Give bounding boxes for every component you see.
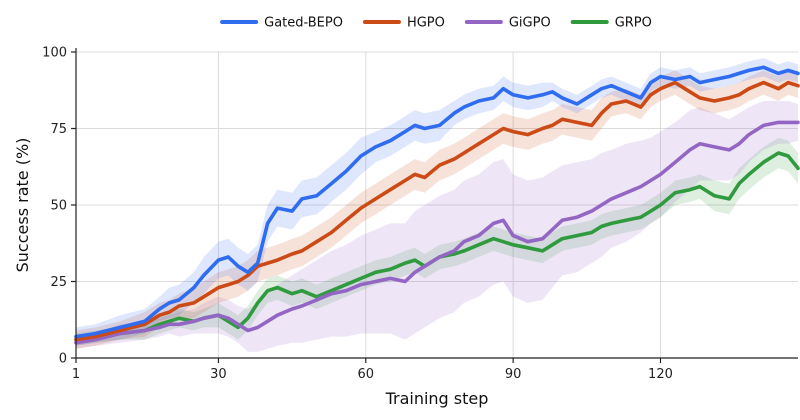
band-gated-bepo bbox=[76, 58, 798, 346]
series-line-hgpo bbox=[74, 80, 800, 342]
series-line-gated-bepo bbox=[74, 65, 800, 339]
legend-label-gigpo: GiGPO bbox=[509, 16, 551, 31]
y-tick-label: 0 bbox=[59, 352, 67, 367]
x-tick-label: 120 bbox=[648, 367, 673, 382]
y-tick-label: 75 bbox=[50, 122, 67, 137]
legend-label-hgpo: HGPO bbox=[407, 16, 445, 31]
series-lines bbox=[74, 65, 800, 345]
legend-label-gated-bepo: Gated-BEPO bbox=[264, 16, 343, 31]
x-axis-label: Training step bbox=[385, 389, 489, 408]
legend-label-grpo: GRPO bbox=[615, 16, 652, 31]
series-line-gigpo bbox=[74, 120, 800, 345]
legend: Gated-BEPO HGPO GiGPO GRPO bbox=[220, 16, 652, 31]
band-grpo bbox=[76, 137, 798, 346]
y-axis-label: Success rate (%) bbox=[13, 138, 32, 273]
x-tick-label: 90 bbox=[505, 367, 522, 382]
bands bbox=[76, 58, 798, 352]
band-gigpo bbox=[76, 101, 798, 352]
x-tick-label: 60 bbox=[358, 367, 375, 382]
y-tick-label: 100 bbox=[42, 46, 67, 61]
x-tick-label: 1 bbox=[72, 367, 80, 382]
y-tick-label: 25 bbox=[50, 275, 67, 290]
y-tick-label: 50 bbox=[50, 199, 67, 214]
band-hgpo bbox=[76, 70, 798, 349]
x-tick-label: 30 bbox=[210, 367, 227, 382]
axes: 1 30 60 90 120 0 25 50 75 100 bbox=[42, 46, 798, 382]
